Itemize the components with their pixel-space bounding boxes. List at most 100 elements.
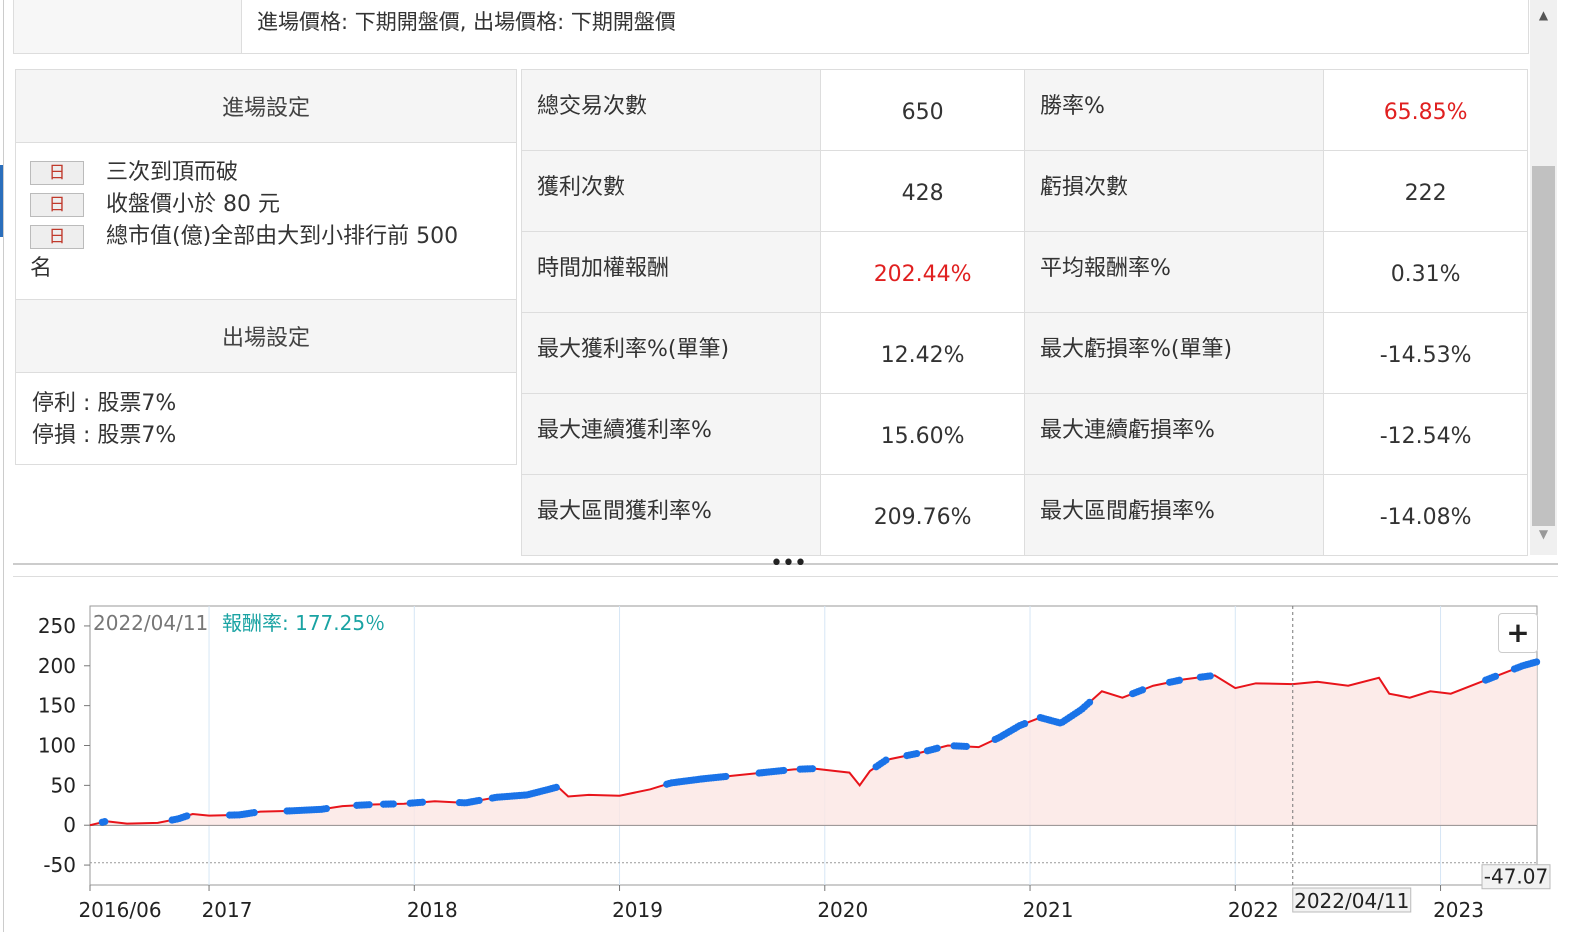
stat-label: 平均報酬率% [1023,231,1325,313]
scrollbar-thumb[interactable] [1532,166,1555,526]
condition-text-overflow: 名 [30,256,53,281]
trade-marker [1021,720,1029,728]
y-tick-label: 150 [38,694,76,718]
y-tick-label: 100 [38,734,76,758]
stop-loss-text: 停損 : 股票7% [32,423,177,448]
splitter-handle-icon[interactable]: ••• [770,551,807,576]
condition-item[interactable]: 日三次到頂而破 [30,157,238,189]
stat-value: -14.53% [1323,312,1528,394]
x-tick-label: 2020 [817,898,868,922]
window-left-edge [0,0,4,932]
trade-marker [722,772,730,781]
stat-label: 最大連續獲利率% [520,393,822,475]
y-tick-label: 250 [38,614,76,638]
trade-marker [962,742,971,751]
trade-marker [913,749,921,758]
y-tick-label: 50 [51,773,76,797]
stat-value: 12.42% [820,312,1025,394]
stat-value: 0.31% [1323,231,1528,313]
strategy-settings-panel: 進場設定 日三次到頂而破 日收盤價小於 80 元 日總市值(億)全部由大到小排行… [15,69,517,465]
stat-label: 勝率% [1023,69,1325,151]
trade-marker [365,801,373,809]
stat-label: 最大連續虧損率% [1023,393,1325,475]
stat-value: 202.44% [820,231,1025,313]
condition-item[interactable]: 日收盤價小於 80 元 [30,189,280,221]
trade-marker [1085,698,1094,706]
divider-line [13,576,1558,577]
stat-label: 最大區間獲利率% [520,474,822,556]
stat-value: 209.76% [820,474,1025,556]
condition-text: 總市值(億)全部由大到小排行前 500 [106,224,459,249]
stat-label: 最大虧損率%(單筆) [1023,312,1325,394]
x-tick-label: 2021 [1023,898,1074,922]
trade-marker [552,783,560,791]
min-value-box [1481,864,1551,890]
x-tick-label: 2019 [612,898,663,922]
y-tick-label: 0 [63,813,76,837]
trade-marker [808,765,817,773]
price-setting-row: 進場價格: 下期開盤價, 出場價格: 下期開盤價 [13,0,1529,54]
y-tick-label: -50 [43,853,76,877]
trade-marker [101,818,109,826]
return-tooltip-text: 報酬率: 177.25％ [222,611,385,635]
trade-marker [1491,672,1500,680]
trade-marker [250,809,258,817]
trade-marker [1206,672,1214,680]
x-tick-label: 2016/06 [78,898,161,922]
scroll-down-arrow-icon[interactable]: ▼ [1538,527,1549,541]
zoom-in-button[interactable]: + [1498,613,1538,653]
take-profit-text: 停利 : 股票7% [32,391,177,416]
trade-marker [389,800,397,808]
daily-tag: 日 [30,225,84,249]
stat-value: 65.85% [1323,69,1528,151]
exit-conditions: 停利 : 股票7% 停損 : 股票7% [16,374,516,464]
trade-marker [183,812,191,820]
stat-label: 最大獲利率%(單筆) [520,312,822,394]
table-row: 獲利次數 428 虧損次數 222 [520,150,1528,232]
stat-value: 650 [820,69,1025,151]
return-area [90,661,1537,826]
condition-text: 三次到頂而破 [106,160,239,185]
price-setting-text: 進場價格: 下期開盤價, 出場價格: 下期開盤價 [257,10,676,34]
condition-text: 收盤價小於 80 元 [106,192,280,217]
daily-tag: 日 [30,193,84,217]
x-tick-label: 2023 [1433,898,1484,922]
trade-marker [882,756,890,764]
stat-label: 時間加權報酬 [520,231,822,313]
stat-value: 15.60% [820,393,1025,475]
crosshair-date-text: 2022/04/11 [93,611,208,635]
scroll-up-arrow-icon[interactable]: ▲ [1538,8,1549,22]
table-row: 時間加權報酬 202.44% 平均報酬率% 0.31% [520,231,1528,313]
trade-marker [780,766,788,775]
daily-tag: 日 [30,161,84,185]
entry-settings-header: 進場設定 [16,70,516,143]
stat-label: 獲利次數 [520,150,822,232]
x-tick-label: 2022 [1228,898,1279,922]
left-edge-marker [0,165,3,237]
stat-label: 最大區間虧損率% [1023,474,1325,556]
trade-marker [475,796,483,805]
y-tick-label: 200 [38,654,76,678]
pane-splitter[interactable] [13,563,1558,565]
stat-label: 虧損次數 [1023,150,1325,232]
crosshair-x-label: 2022/04/11 [1294,889,1409,913]
crosshair-x-label-box [1292,887,1412,913]
stat-value: 222 [1323,150,1528,232]
trade-marker [1138,686,1147,694]
x-tick-label: 2017 [202,898,253,922]
stat-label: 總交易次數 [520,69,822,151]
trade-marker [1175,676,1184,684]
table-row: 最大獲利率%(單筆) 12.42% 最大虧損率%(單筆) -14.53% [520,312,1528,394]
min-value-label: -47.07 [1484,865,1548,889]
condition-item[interactable]: 日總市值(億)全部由大到小排行前 500 [30,221,458,253]
price-setting-label-cell [14,0,242,53]
trade-marker [1532,658,1541,666]
backtest-stats-table: 總交易次數 650 勝率% 65.85% 獲利次數 428 虧損次數 222 時… [520,69,1528,556]
exit-settings-header: 出場設定 [16,300,516,373]
table-row: 最大區間獲利率% 209.76% 最大區間虧損率% -14.08% [520,474,1528,556]
x-tick-label: 2018 [407,898,458,922]
stat-value: 428 [820,150,1025,232]
trade-marker [418,798,427,806]
entry-conditions: 日三次到頂而破 日收盤價小於 80 元 日總市值(億)全部由大到小排行前 500… [16,143,516,300]
